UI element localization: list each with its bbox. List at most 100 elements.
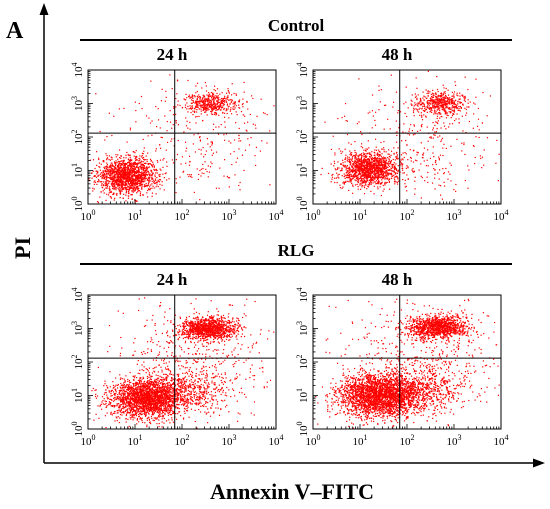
data-point — [370, 167, 372, 169]
data-point — [361, 155, 363, 157]
data-point — [149, 180, 151, 182]
data-point — [451, 107, 453, 109]
data-point — [130, 166, 132, 168]
data-point — [435, 163, 437, 165]
data-point — [440, 113, 442, 115]
data-point — [347, 180, 349, 182]
data-point — [113, 178, 115, 180]
data-point — [386, 171, 388, 173]
data-point — [141, 163, 144, 165]
data-point — [381, 181, 383, 183]
data-point — [105, 180, 107, 182]
data-point — [437, 101, 440, 103]
data-point — [366, 162, 368, 164]
data-point — [360, 174, 362, 176]
data-point — [102, 172, 104, 174]
data-point — [363, 178, 365, 180]
data-point — [423, 95, 425, 97]
data-point — [144, 185, 147, 187]
data-point — [442, 154, 444, 157]
data-point — [135, 163, 137, 165]
data-point — [129, 185, 131, 187]
data-point — [122, 197, 124, 199]
data-point — [94, 389, 96, 391]
data-point — [111, 158, 113, 161]
data-point — [157, 371, 159, 373]
data-point — [91, 177, 93, 179]
data-point — [336, 182, 338, 184]
data-point — [353, 154, 355, 157]
data-point — [134, 175, 136, 177]
data-point — [349, 169, 351, 171]
data-point — [384, 175, 386, 177]
data-point — [122, 390, 124, 392]
data-point — [123, 406, 126, 409]
data-point — [210, 110, 212, 113]
data-point — [222, 106, 224, 108]
data-point — [139, 407, 141, 410]
data-point — [123, 181, 125, 183]
data-point — [449, 123, 451, 125]
y-tick-label: 100 — [70, 197, 85, 212]
data-point — [115, 160, 117, 162]
data-point — [144, 407, 146, 409]
data-point — [125, 173, 127, 175]
data-point — [448, 102, 450, 104]
data-point — [110, 177, 113, 179]
data-point — [420, 100, 422, 102]
data-point — [459, 102, 461, 104]
data-point — [434, 106, 436, 108]
data-point — [346, 165, 349, 167]
data-point — [107, 166, 109, 168]
data-point — [436, 75, 438, 78]
data-point — [446, 112, 448, 114]
data-point — [341, 151, 344, 153]
data-point — [434, 103, 437, 105]
data-point — [334, 181, 336, 184]
data-point — [120, 173, 123, 175]
data-point — [203, 107, 205, 109]
data-point — [124, 169, 127, 171]
data-point — [408, 128, 411, 130]
data-point — [447, 107, 449, 110]
data-point — [158, 175, 161, 177]
data-point — [219, 109, 222, 111]
data-point — [377, 175, 379, 177]
y-axis-title: PI — [10, 237, 35, 259]
data-point — [433, 134, 435, 136]
data-point — [373, 166, 375, 168]
data-point — [451, 115, 454, 117]
data-point — [139, 155, 141, 157]
data-point — [351, 158, 353, 160]
data-point — [365, 150, 367, 152]
panel-letter: A — [6, 18, 24, 44]
data-point — [441, 102, 443, 104]
data-point — [441, 104, 443, 107]
data-point — [367, 186, 370, 188]
data-point — [391, 163, 393, 166]
data-point — [155, 168, 157, 170]
data-point — [385, 151, 387, 153]
data-point — [137, 187, 139, 190]
data-point — [171, 87, 173, 90]
data-point — [373, 179, 375, 181]
data-point — [425, 116, 427, 118]
data-point — [373, 177, 375, 179]
data-point — [412, 161, 415, 163]
data-point — [204, 103, 206, 105]
data-point — [355, 164, 357, 166]
data-point — [129, 165, 131, 167]
data-point — [217, 109, 219, 111]
data-point — [454, 107, 456, 109]
data-point — [200, 168, 202, 170]
data-point — [137, 174, 139, 176]
data-point — [402, 152, 404, 154]
data-point — [119, 176, 122, 178]
data-point — [107, 172, 110, 174]
data-point — [136, 387, 138, 389]
data-point — [131, 198, 133, 200]
data-point — [108, 187, 110, 189]
data-point — [112, 192, 115, 194]
data-point — [105, 178, 107, 180]
data-point — [359, 168, 361, 170]
